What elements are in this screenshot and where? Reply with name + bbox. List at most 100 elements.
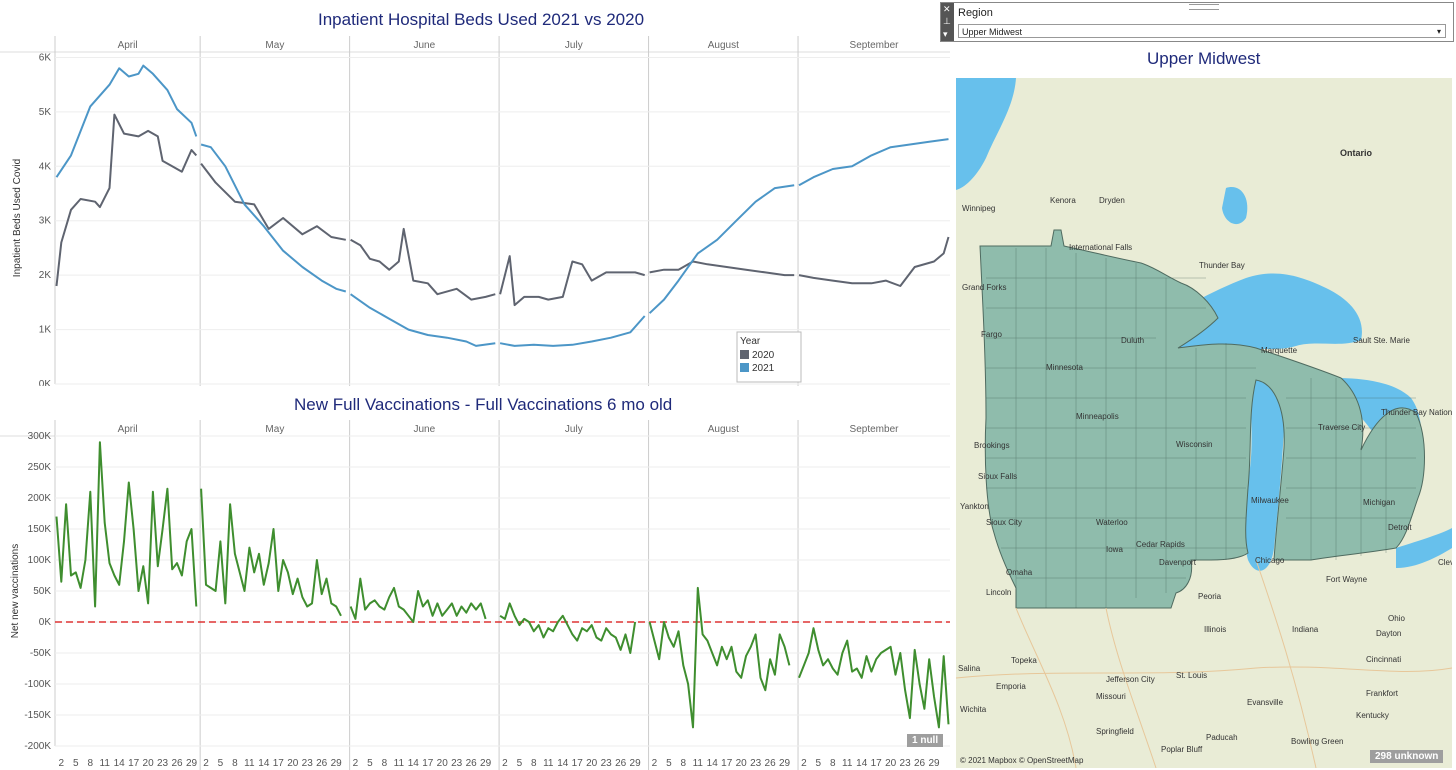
- series-line-2021-april: [55, 64, 198, 178]
- map-place-label: Waterloo: [1096, 518, 1128, 527]
- dropdown-menu-icon[interactable]: ▾: [943, 29, 948, 39]
- series-line-net-september: [798, 627, 950, 729]
- map-place-label: Dayton: [1376, 629, 1402, 638]
- x-tick-label: 2: [801, 758, 807, 769]
- x-tick-label: 26: [466, 758, 478, 769]
- series-line-net-june: [349, 577, 487, 623]
- x-tick-label: 2: [59, 758, 65, 769]
- chart1: April May June July August September 0K 1K 2K 3K 4…: [0, 36, 950, 386]
- x-tick-label: 8: [681, 758, 687, 769]
- month-header: June: [414, 424, 436, 435]
- map-place-label: Sioux Falls: [978, 472, 1018, 481]
- x-tick-label: 11: [394, 758, 405, 769]
- x-tick-label: 14: [557, 758, 569, 769]
- chart1-title: Inpatient Hospital Beds Used 2021 vs 202…: [318, 10, 645, 29]
- legend-swatch: [740, 363, 749, 372]
- x-tick-label: 23: [601, 758, 613, 769]
- x-tick-label: 23: [900, 758, 912, 769]
- map-place-label: Fargo: [981, 330, 1002, 339]
- x-tick-label: 2: [502, 758, 508, 769]
- map-place-label: Kenora: [1050, 196, 1076, 205]
- month-header: June: [414, 40, 436, 51]
- x-tick-label: 29: [186, 758, 198, 769]
- pin-icon[interactable]: ⊥: [943, 16, 951, 26]
- y-tick-label: -50K: [30, 648, 51, 659]
- series-line-2021-may: [200, 143, 347, 293]
- close-icon[interactable]: ✕: [943, 4, 951, 14]
- x-tick-label: 17: [572, 758, 584, 769]
- x-tick-label: 5: [218, 758, 224, 769]
- map-place-label: Detroit: [1388, 523, 1412, 532]
- map-place-label: Iowa: [1106, 545, 1123, 554]
- y-tick-label: 2K: [39, 270, 52, 281]
- map-place-label: International Falls: [1069, 243, 1133, 252]
- x-tick-label: 14: [258, 758, 270, 769]
- x-tick-label: 8: [830, 758, 836, 769]
- filter-label: Region: [958, 7, 993, 19]
- map-place-label: Emporia: [996, 682, 1026, 691]
- chart2: April May June July August September -200K -150…: [0, 420, 950, 770]
- x-tick-label: 8: [382, 758, 388, 769]
- map-place-label: Michigan: [1363, 498, 1396, 507]
- map-place-label: Winnipeg: [962, 204, 996, 213]
- series-line-2021-august: [648, 184, 795, 314]
- region-map[interactable]: Ontario Winnipeg Kenora Dryden International…: [956, 78, 1452, 768]
- map-place-label: Missouri: [1096, 692, 1126, 701]
- y-tick-label: 300K: [28, 431, 52, 442]
- drag-handle[interactable]: [1189, 4, 1219, 10]
- x-tick-label: 17: [128, 758, 140, 769]
- null-badge[interactable]: 1 null: [907, 734, 944, 747]
- y-tick-label: 200K: [28, 493, 52, 504]
- map-place-label: Minneapolis: [1076, 412, 1119, 421]
- map-place-label: Peoria: [1198, 592, 1222, 601]
- y-tick-label: 5K: [39, 107, 52, 118]
- x-tick-label: 8: [87, 758, 93, 769]
- y-axis-label: Inpatient Beds Used Covid: [12, 159, 23, 277]
- x-tick-label: 17: [871, 758, 883, 769]
- series-line-net-april: [55, 441, 198, 608]
- legend-swatch: [740, 350, 749, 359]
- map-place-label: Ontario: [1340, 148, 1373, 158]
- map-place-label: Omaha: [1006, 568, 1033, 577]
- month-header: May: [265, 424, 284, 435]
- x-tick-label: 26: [765, 758, 777, 769]
- x-tick-label: 5: [73, 758, 79, 769]
- region-select[interactable]: Upper Midwest ▾: [958, 24, 1446, 38]
- series-line-net-july: [499, 602, 637, 654]
- series-line-2020-april: [55, 113, 198, 287]
- chart2-title: New Full Vaccinations - Full Vaccination…: [294, 395, 673, 414]
- map-place-label: Jefferson City: [1106, 675, 1155, 684]
- map-place-label: Paducah: [1206, 733, 1238, 742]
- x-tick-label: 26: [615, 758, 627, 769]
- x-tick-label: 29: [331, 758, 343, 769]
- map-place-label: Thunder Bay: [1199, 261, 1245, 270]
- x-tick-label: 5: [666, 758, 672, 769]
- lake-nipigon: [1222, 187, 1248, 225]
- map-place-label: Thunder Bay National Marine Sanctuary: [1381, 408, 1452, 417]
- y-tick-label: 50K: [33, 586, 51, 597]
- month-header: April: [118, 40, 138, 51]
- series-line-2020-september: [798, 236, 950, 287]
- series-line-2020-august: [649, 260, 795, 277]
- map-place-label: Davenport: [1159, 558, 1196, 567]
- legend-entry: 2020: [752, 350, 775, 361]
- map-place-label: Cleve: [1438, 558, 1452, 567]
- map-place-label: Illinois: [1204, 625, 1227, 634]
- map-place-label: Bowling Green: [1291, 737, 1344, 746]
- lake-winnipeg: [956, 78, 1016, 190]
- x-tick-label: 14: [114, 758, 126, 769]
- map-place-label: Indiana: [1292, 625, 1319, 634]
- map-geometry: [956, 78, 1452, 768]
- x-tick-label: 17: [422, 758, 434, 769]
- x-tick-label: 20: [143, 758, 155, 769]
- x-tick-label: 23: [750, 758, 762, 769]
- month-header: September: [850, 40, 900, 51]
- x-tick-label: 11: [842, 758, 853, 769]
- map-place-label: Kentucky: [1356, 711, 1389, 720]
- x-tick-label: 26: [914, 758, 926, 769]
- series-line-2021-june: [350, 293, 496, 347]
- unknown-badge[interactable]: 298 unknown: [1370, 750, 1444, 763]
- map-place-label: Cedar Rapids: [1136, 540, 1185, 549]
- x-tick-label: 8: [232, 758, 238, 769]
- month-header: August: [708, 424, 739, 435]
